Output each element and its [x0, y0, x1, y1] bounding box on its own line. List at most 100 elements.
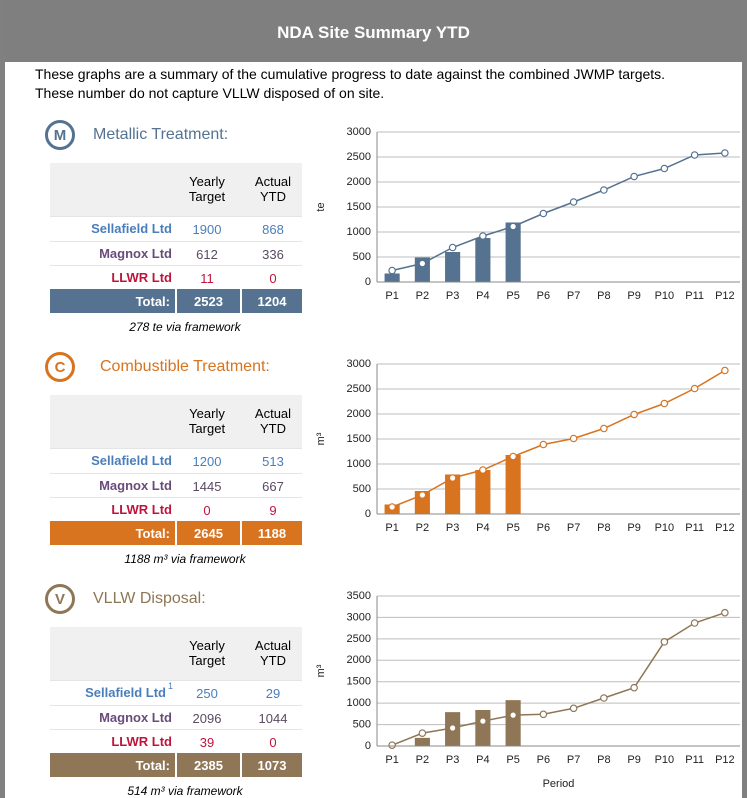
section-title: Metallic Treatment: [93, 126, 229, 143]
section-icon: C [45, 352, 75, 382]
x-tick-label: P4 [476, 754, 489, 766]
line-marker [721, 366, 729, 375]
footnote: 278 te via framework [129, 320, 241, 334]
line-marker [569, 704, 578, 713]
line-marker [660, 164, 669, 173]
cell-actual: 0 [269, 735, 277, 750]
line-marker [630, 410, 638, 419]
total-actual: 1188 [257, 526, 287, 541]
cell-target: 1200 [192, 454, 222, 469]
intro-text: These graphs are a summary of the cumula… [35, 66, 666, 82]
y-tick-label: 0 [365, 276, 371, 288]
y-tick-label: 2500 [347, 151, 371, 163]
x-tick-label: P3 [446, 290, 459, 302]
y-tick-label: 3000 [347, 358, 371, 370]
line-marker [418, 491, 427, 499]
line-marker [690, 619, 699, 627]
y-tick-label: 1000 [347, 697, 371, 709]
total-divider [175, 289, 177, 313]
total-label: Total: [135, 526, 170, 541]
line-marker [509, 711, 517, 719]
cell-target: 1900 [192, 222, 222, 237]
total-divider [240, 521, 242, 545]
line-marker [479, 717, 487, 725]
y-tick-label: 3500 [347, 590, 371, 602]
y-tick-label: 0 [365, 740, 371, 752]
y-tick-label: 2000 [347, 176, 371, 188]
x-tick-label: P3 [446, 522, 459, 534]
x-tick-label: P9 [627, 754, 640, 766]
x-axis-label: Period [543, 778, 575, 790]
line-marker [721, 149, 729, 157]
x-tick-label: P4 [476, 290, 489, 302]
x-tick-label: P6 [537, 754, 550, 766]
table-header-bg [50, 627, 302, 680]
cell-target: 39 [199, 735, 215, 750]
column-header: Yearly Target [188, 638, 226, 668]
x-tick-label: P6 [537, 522, 550, 534]
footnote: 1188 m³ via framework [124, 552, 246, 566]
section-icon: M [45, 120, 75, 150]
x-tick-label: P11 [685, 754, 704, 766]
x-tick-label: P8 [597, 522, 610, 534]
x-tick-label: P2 [416, 754, 429, 766]
x-tick-label: P1 [385, 754, 398, 766]
line-marker [600, 694, 608, 702]
line-marker [509, 452, 517, 461]
total-label: Total: [135, 758, 170, 773]
x-tick-label: P5 [506, 754, 519, 766]
line-marker [479, 466, 487, 474]
x-tick-label: P12 [715, 290, 735, 302]
y-tick-label: 1500 [347, 201, 371, 213]
line-marker [418, 729, 427, 737]
row-label: Sellafield Ltd [85, 685, 166, 700]
total-actual: 1073 [257, 758, 287, 773]
table-header-bg [50, 163, 302, 216]
line-marker [630, 172, 638, 181]
total-divider [240, 753, 242, 777]
total-target: 2385 [194, 758, 223, 773]
y-tick-label: 1000 [347, 226, 371, 238]
footnote: 514 m³ via framework [127, 784, 243, 798]
column-header: Yearly Target [188, 174, 226, 204]
chart: 0 500 1000 1500 2000 2500 3000 3500 m³ P1 P2 P3 P4 P5… [315, 590, 740, 790]
line-marker [539, 440, 548, 449]
x-tick-label: P7 [567, 290, 580, 302]
column-header: Actual YTD [254, 638, 292, 668]
x-tick-label: P9 [627, 290, 640, 302]
row-separator [50, 497, 302, 498]
y-tick-label: 2500 [347, 383, 371, 395]
bar [414, 737, 430, 746]
x-tick-label: P1 [385, 290, 398, 302]
x-tick-label: P6 [537, 290, 550, 302]
row-label: Magnox Ltd [99, 245, 172, 261]
line-marker [448, 243, 457, 252]
section-icon: V [45, 584, 75, 614]
section-title: VLLW Disposal: [93, 590, 206, 607]
x-tick-label: P10 [655, 522, 675, 534]
y-tick-label: 500 [353, 251, 371, 263]
y-tick-label: 500 [353, 718, 371, 730]
x-tick-label: P10 [655, 754, 675, 766]
line-marker [479, 232, 487, 240]
y-tick-label: 2000 [347, 654, 371, 666]
x-tick-label: P11 [685, 522, 704, 534]
x-tick-label: P11 [685, 290, 704, 302]
row-label: LLWR Ltd [111, 734, 172, 749]
line-marker [448, 724, 457, 732]
line-marker [539, 209, 548, 218]
bar [445, 252, 461, 282]
chart: 0 500 1000 1500 2000 2500 3000 m³ P1 P2 P3 P4 P5 P6 P7… [315, 358, 740, 534]
chart: 0 500 1000 1500 2000 2500 3000 te P1 P2 P3 P4 P5 P6 P7… [315, 126, 740, 302]
cell-actual: 0 [269, 271, 277, 286]
bar [475, 238, 491, 282]
x-tick-label: P8 [597, 290, 610, 302]
row-separator [50, 472, 302, 474]
row-label: LLWR Ltd [111, 502, 172, 517]
total-target: 2523 [194, 294, 223, 309]
row-note: 1 [168, 681, 174, 691]
line-marker [418, 259, 427, 268]
x-tick-label: P12 [715, 754, 735, 766]
line-marker [660, 399, 669, 408]
line [391, 152, 725, 272]
